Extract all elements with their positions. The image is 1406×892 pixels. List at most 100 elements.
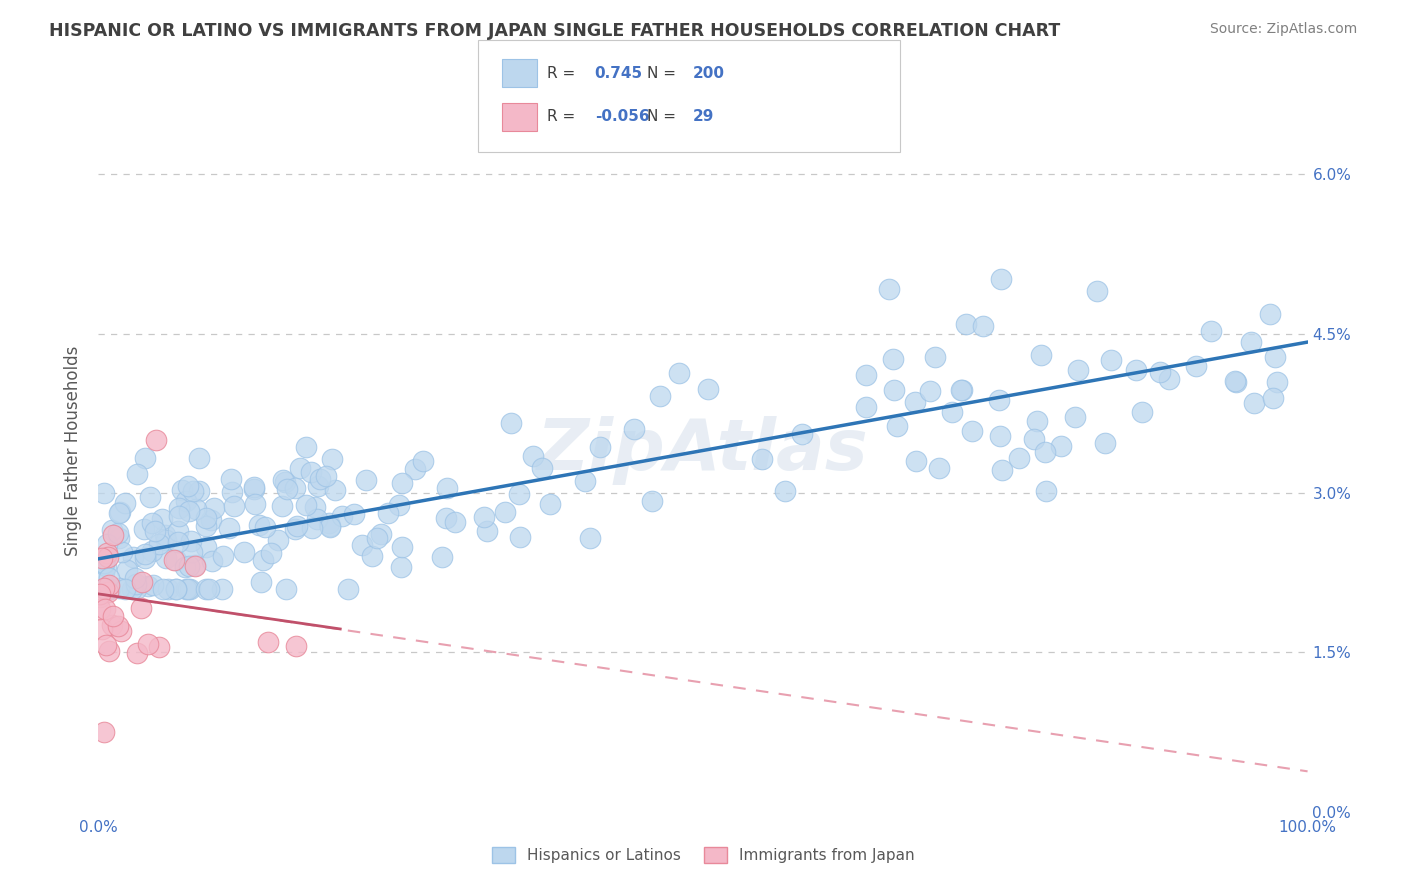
Point — [256, 635, 278, 649]
Point — [101, 618, 124, 632]
Point — [127, 467, 149, 482]
Point — [108, 581, 131, 595]
Point — [436, 511, 458, 525]
Point — [855, 400, 877, 414]
Point — [167, 524, 190, 538]
Point — [988, 392, 1011, 407]
Point — [141, 516, 163, 530]
Point — [176, 582, 198, 596]
Point — [883, 383, 905, 397]
Point — [233, 545, 256, 559]
Point — [93, 556, 115, 570]
Point — [1258, 307, 1281, 321]
Point — [318, 516, 340, 531]
Point — [184, 558, 207, 573]
Point — [177, 503, 200, 517]
Point — [391, 476, 413, 491]
Point — [538, 497, 561, 511]
Point — [114, 496, 136, 510]
Point — [1050, 439, 1073, 453]
Point — [93, 565, 115, 579]
Text: R =: R = — [547, 110, 581, 124]
Point — [578, 531, 600, 545]
Point — [436, 481, 458, 495]
Point — [623, 422, 645, 436]
Point — [134, 548, 156, 562]
Point — [252, 553, 274, 567]
Point — [276, 482, 298, 496]
Point — [169, 509, 191, 524]
Point — [148, 536, 170, 550]
Point — [589, 440, 612, 454]
Legend: Hispanics or Latinos, Immigrants from Japan: Hispanics or Latinos, Immigrants from Ja… — [485, 841, 921, 869]
Point — [305, 512, 328, 526]
Point — [1026, 414, 1049, 428]
Point — [343, 507, 366, 521]
Point — [928, 461, 950, 475]
Point — [195, 511, 218, 525]
Point — [89, 601, 111, 615]
Point — [93, 582, 115, 596]
Point — [101, 528, 124, 542]
Point — [1185, 359, 1208, 374]
Point — [97, 571, 120, 585]
Point — [1024, 432, 1046, 446]
Point — [155, 533, 177, 548]
Point — [904, 454, 927, 468]
Point — [117, 563, 139, 577]
Point — [136, 579, 159, 593]
Point — [697, 383, 720, 397]
Point — [142, 578, 165, 592]
Point — [94, 638, 117, 652]
Point — [96, 559, 118, 574]
Point — [174, 493, 197, 508]
Point — [1033, 445, 1056, 459]
Point — [790, 427, 813, 442]
Point — [93, 725, 115, 739]
Point — [97, 584, 120, 599]
Point — [218, 520, 240, 534]
Point — [475, 524, 498, 538]
Text: R =: R = — [547, 66, 581, 80]
Point — [94, 602, 117, 616]
Point — [134, 550, 156, 565]
Point — [181, 484, 204, 499]
Point — [125, 647, 148, 661]
Text: HISPANIC OR LATINO VS IMMIGRANTS FROM JAPAN SINGLE FATHER HOUSEHOLDS CORRELATION: HISPANIC OR LATINO VS IMMIGRANTS FROM JA… — [49, 22, 1060, 40]
Point — [101, 608, 124, 623]
Point — [412, 454, 434, 468]
Point — [96, 536, 118, 550]
Point — [955, 317, 977, 331]
Point — [243, 480, 266, 494]
Point — [125, 577, 148, 591]
Point — [284, 522, 307, 536]
Point — [172, 483, 194, 497]
Point — [1157, 371, 1180, 385]
Point — [156, 582, 179, 596]
Point — [89, 587, 111, 601]
Point — [308, 472, 330, 486]
Point — [1064, 409, 1087, 424]
Point — [194, 582, 217, 596]
Point — [165, 582, 187, 596]
Point — [444, 516, 467, 530]
Point — [270, 500, 292, 514]
Point — [98, 578, 121, 592]
Point — [122, 549, 145, 564]
Point — [198, 582, 221, 596]
Point — [98, 582, 121, 596]
Point — [283, 482, 305, 496]
Point — [93, 581, 115, 595]
Point — [294, 440, 316, 454]
Point — [224, 499, 246, 513]
Point — [1225, 375, 1247, 389]
Point — [522, 449, 544, 463]
Point — [153, 528, 176, 542]
Point — [167, 501, 190, 516]
Point — [352, 538, 374, 552]
Text: N =: N = — [647, 110, 681, 124]
Point — [304, 500, 326, 515]
Point — [107, 619, 129, 633]
Point — [129, 601, 152, 615]
Point — [121, 582, 143, 596]
